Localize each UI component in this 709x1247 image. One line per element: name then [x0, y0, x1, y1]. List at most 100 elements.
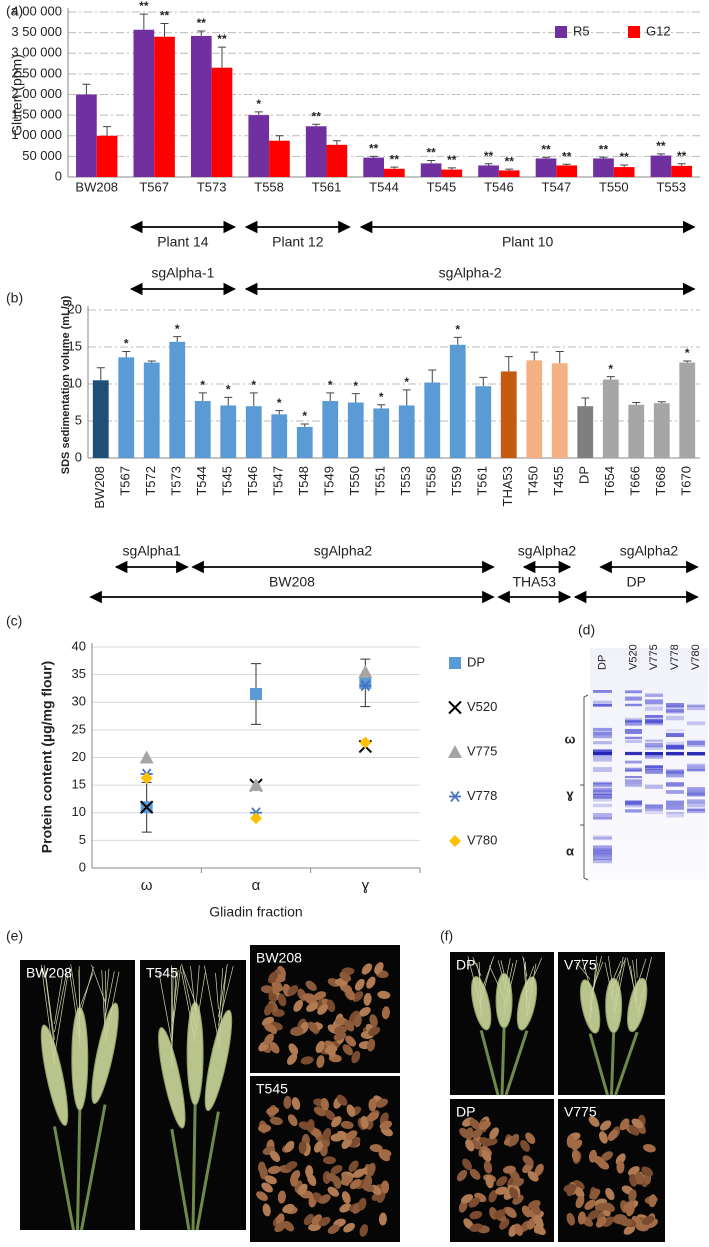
grain	[493, 1209, 506, 1219]
grain	[521, 1205, 532, 1218]
gel-band	[593, 787, 612, 792]
grain	[587, 1209, 600, 1220]
error-bar	[96, 367, 105, 381]
grain	[268, 971, 278, 984]
bar	[363, 157, 384, 177]
x-tick-label: T558	[424, 466, 439, 496]
gel-band	[593, 782, 612, 787]
grain	[285, 1161, 298, 1171]
gel-band	[687, 802, 705, 805]
error-bar	[428, 369, 437, 383]
awn	[54, 971, 64, 1024]
grain	[327, 1186, 340, 1197]
bar	[441, 169, 463, 177]
awn	[218, 971, 227, 1050]
grain	[374, 962, 384, 975]
grain	[527, 1171, 539, 1182]
awn	[478, 961, 482, 1017]
grain	[481, 1149, 492, 1162]
gel-band	[593, 782, 612, 786]
grain	[381, 1180, 390, 1194]
significance-label: **	[447, 153, 457, 167]
stem	[614, 1031, 639, 1096]
group-label: Plant 14	[157, 234, 209, 250]
group-label: DP	[627, 574, 646, 590]
gel-band	[625, 721, 642, 726]
grain	[316, 1055, 325, 1069]
grain	[346, 1104, 356, 1117]
awn	[54, 972, 68, 1032]
grain	[306, 1119, 315, 1133]
wheat-ear	[91, 1002, 119, 1104]
gel-band	[625, 809, 642, 813]
significance-label: **	[656, 139, 666, 153]
error-bar	[173, 336, 182, 342]
y-tick-label: 3 50 000	[11, 24, 62, 39]
grain	[277, 1190, 286, 1204]
gel-band	[625, 728, 642, 734]
data-point	[359, 736, 372, 749]
gel-band	[687, 766, 705, 771]
grain	[571, 1149, 580, 1163]
y-tick-label: 15	[68, 338, 82, 353]
bar	[92, 380, 109, 458]
grain	[264, 1003, 274, 1016]
grain	[290, 1026, 304, 1035]
x-tick-label: T550	[347, 466, 362, 496]
grain	[326, 1173, 339, 1183]
group-label: sgAlpha2	[518, 543, 577, 559]
gel-band	[625, 767, 642, 771]
stem	[80, 1104, 107, 1231]
grain	[509, 1187, 519, 1200]
x-tick-label: T547	[542, 179, 572, 194]
grain	[635, 1171, 644, 1185]
wheat-ear	[158, 1027, 186, 1129]
grain	[566, 1134, 575, 1148]
bar	[96, 135, 118, 177]
gel-band	[593, 837, 612, 841]
bar	[248, 115, 270, 177]
grain	[485, 1175, 494, 1189]
group-label: THA53	[512, 574, 556, 590]
bar	[679, 362, 696, 458]
significance-label: *	[175, 322, 180, 336]
photo-panels: (e) (f) BW208 T545 BW208 T545 DP V775 DP V775	[6, 928, 665, 1242]
bar	[169, 341, 186, 458]
gel-band	[593, 856, 612, 861]
grain	[469, 1210, 483, 1220]
gel-band	[687, 704, 705, 707]
grain	[341, 1137, 353, 1149]
gel-band	[666, 769, 684, 774]
awn	[613, 957, 627, 987]
grain	[308, 1223, 322, 1232]
y-tick-label: 15	[72, 777, 86, 792]
panel-label: (b)	[6, 290, 23, 306]
grain	[317, 1003, 328, 1015]
grain	[495, 1186, 509, 1195]
awn	[194, 972, 206, 1035]
significance-label: *	[277, 396, 282, 410]
grain	[284, 1140, 295, 1153]
grain	[277, 993, 287, 1007]
significance-label: *	[328, 378, 333, 392]
gel-band	[666, 703, 684, 708]
awn	[79, 966, 94, 1016]
grain	[288, 1043, 299, 1056]
gel-band	[687, 803, 705, 808]
data-point	[139, 750, 154, 764]
gel-band	[593, 749, 612, 754]
grain	[478, 1120, 491, 1131]
bar	[653, 403, 670, 458]
awn	[526, 957, 543, 993]
awn	[522, 956, 528, 977]
gel-band	[645, 706, 663, 711]
significance-label: **	[677, 149, 687, 163]
error-bar	[504, 356, 513, 372]
grain	[339, 971, 352, 982]
awn	[526, 965, 535, 985]
y-tick-label: 20	[72, 749, 86, 764]
grain	[291, 1097, 301, 1110]
grain	[287, 1114, 298, 1127]
grain	[465, 1139, 475, 1152]
grain	[369, 1144, 383, 1153]
